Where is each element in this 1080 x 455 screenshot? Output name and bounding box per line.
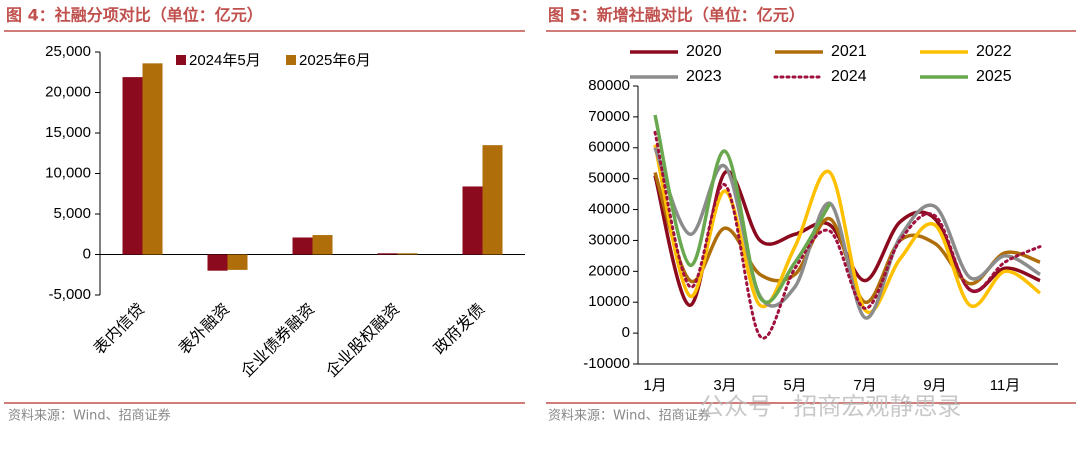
- legend-label: 2025: [976, 68, 1012, 85]
- source: 资料来源：Wind、招商证券: [8, 408, 171, 424]
- bar: [292, 237, 313, 255]
- x-tick-label: 政府发债: [430, 300, 488, 358]
- watermark: 公众号 · 招商宏观静思录: [700, 393, 961, 420]
- header: 图 5：新增社融对比（单位：亿元）: [548, 6, 805, 25]
- bar: [227, 254, 248, 270]
- y-tick-label: 50000: [588, 170, 630, 187]
- bar: [122, 77, 143, 255]
- y-tick-label: 70000: [588, 108, 630, 125]
- y-tick-label: 5,000: [53, 205, 91, 222]
- bar: [482, 145, 503, 255]
- x-tick-label: 11月: [990, 377, 1021, 394]
- header: 图 4：社融分项对比（单位：亿元）: [6, 6, 263, 25]
- y-tick-label: 80000: [588, 77, 630, 94]
- x-tick-label: 5月: [783, 377, 806, 394]
- series-line: [653, 147, 1041, 320]
- series-line: [653, 144, 1042, 315]
- x-tick-label: 3月: [713, 377, 736, 394]
- y-tick-label: 15,000: [45, 124, 91, 141]
- series-line: [653, 130, 1042, 340]
- x-tick-label: 7月: [853, 377, 876, 394]
- source: 资料来源：Wind、招商证券: [548, 408, 711, 424]
- x-tick-label: 企业股权融资: [323, 300, 404, 381]
- legend-swatch: [176, 55, 186, 65]
- legend-swatch: [286, 55, 296, 65]
- y-tick-label: -10000: [583, 355, 630, 372]
- legend-label: 2021: [831, 43, 867, 60]
- y-tick-label: 40000: [588, 201, 630, 218]
- bar: [462, 186, 483, 255]
- y-tick-label: 25,000: [45, 43, 91, 60]
- legend-label: 2023: [686, 68, 722, 85]
- y-tick-label: 0: [622, 324, 630, 341]
- y-tick-label: 0: [83, 245, 91, 262]
- x-tick-label: 表内信贷: [90, 300, 148, 358]
- legend-label: 2022: [976, 43, 1012, 60]
- y-tick-label: 20000: [588, 262, 630, 279]
- x-tick-label: 表外融资: [175, 300, 233, 358]
- legend-label: 2025年6月: [299, 52, 371, 69]
- series-line: [653, 171, 1041, 304]
- bar: [397, 253, 418, 255]
- x-tick-label: 1月: [643, 377, 666, 394]
- bar: [142, 63, 163, 255]
- bar: [207, 254, 228, 271]
- y-tick-label: 60000: [588, 139, 630, 156]
- y-tick-label: 20,000: [45, 83, 91, 100]
- legend-label: 2024: [831, 68, 867, 85]
- x-tick-label: 9月: [923, 377, 946, 394]
- y-tick-label: 10,000: [45, 164, 91, 181]
- x-tick-label: 企业债券融资: [238, 300, 319, 381]
- legend-label: 2020: [686, 43, 722, 60]
- y-tick-label: 30000: [588, 231, 630, 248]
- y-tick-label: 10000: [588, 293, 630, 310]
- series-line: [653, 114, 832, 304]
- bar: [312, 235, 333, 255]
- bar: [377, 253, 398, 255]
- legend-label: 2024年5月: [189, 52, 261, 69]
- y-tick-label: -5,000: [48, 286, 91, 303]
